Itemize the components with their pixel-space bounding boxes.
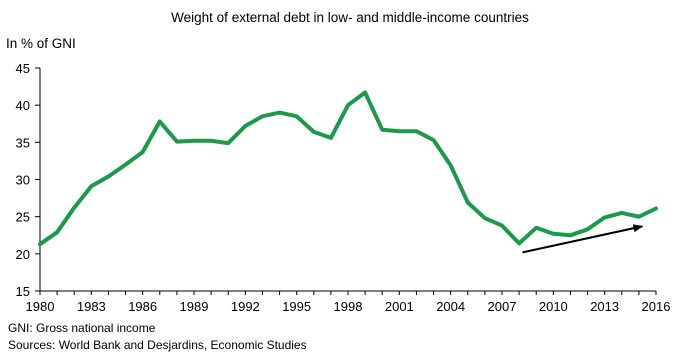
plot-area [38,90,658,254]
x-tick-label: 1992 [231,299,260,314]
x-tick-label: 1989 [180,299,209,314]
y-tick-label: 15 [16,284,30,299]
gni-footnote: GNI: Gross national income [8,321,156,335]
x-tick-label: 1983 [77,299,106,314]
series-line [38,90,658,247]
x-tick-label: 2004 [436,299,465,314]
y-axis-label: In % of GNI [6,36,76,51]
x-tick-label: 1980 [26,299,55,314]
y-tick-label: 45 [16,61,30,76]
sources-footnote: Sources: World Bank and Desjardins, Econ… [8,338,307,352]
x-tick-label: 1986 [128,299,157,314]
x-tick-label: 1998 [334,299,363,314]
x-tick-label: 2007 [488,299,517,314]
y-tick-label: 35 [16,135,30,150]
line-chart: Weight of external debt in low- and midd… [6,10,671,314]
y-tick-label: 40 [16,98,30,113]
y-tick-label: 20 [16,247,30,262]
x-tick-label: 1995 [282,299,311,314]
chart-axes: 15 20 25 30 35 40 45 1980 1983 1986 1989 1992 1995 19… [16,61,671,314]
x-tick-label: 2016 [642,299,671,314]
chart-title: Weight of external debt in low- and midd… [171,10,529,25]
x-tick-label: 2001 [385,299,414,314]
y-tick-label: 30 [16,173,30,188]
y-tick-label: 25 [16,210,30,225]
x-tick-label: 2013 [590,299,619,314]
x-tick-label: 2010 [539,299,568,314]
trend-arrow [522,224,644,254]
